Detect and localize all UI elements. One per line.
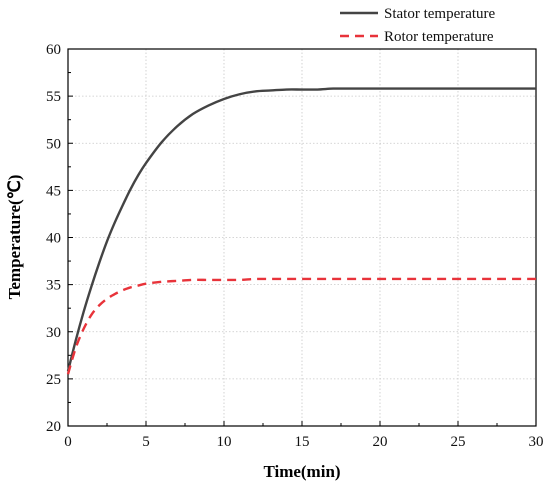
y-tick-label: 40 xyxy=(46,231,61,247)
stator-temperature-line xyxy=(66,87,536,372)
y-tick-label: 30 xyxy=(46,325,61,341)
y-tick-label: 35 xyxy=(46,278,61,294)
axis-ticks: 0 5 10 15 20 25 30 20 25 30 35 40 45 50 55 60 xyxy=(46,42,544,450)
x-tick-label: 15 xyxy=(295,434,310,450)
x-tick-label: 25 xyxy=(451,434,466,450)
x-tick-label: 10 xyxy=(217,434,232,450)
x-tick-label: 20 xyxy=(373,434,388,450)
legend-label-stator: Stator temperature xyxy=(384,6,496,22)
legend-label-rotor: Rotor temperature xyxy=(384,29,494,45)
y-tick-label: 45 xyxy=(46,183,61,199)
x-tick-label: 0 xyxy=(64,434,72,450)
y-tick-label: 25 xyxy=(46,372,61,388)
y-axis-label: Temperature(℃) xyxy=(5,175,24,300)
rotor-temperature-line xyxy=(66,277,536,375)
x-tick-label: 30 xyxy=(529,434,544,450)
x-axis-label: Time(min) xyxy=(263,462,340,481)
y-tick-label: 50 xyxy=(46,136,61,152)
y-tick-label: 55 xyxy=(46,89,61,105)
grid xyxy=(68,49,536,426)
y-tick-label: 60 xyxy=(46,42,61,58)
legend: Stator temperature Rotor temperature xyxy=(340,6,496,45)
series-lines xyxy=(66,87,536,375)
y-tick-label: 20 xyxy=(46,419,61,435)
x-tick-label: 5 xyxy=(142,434,150,450)
